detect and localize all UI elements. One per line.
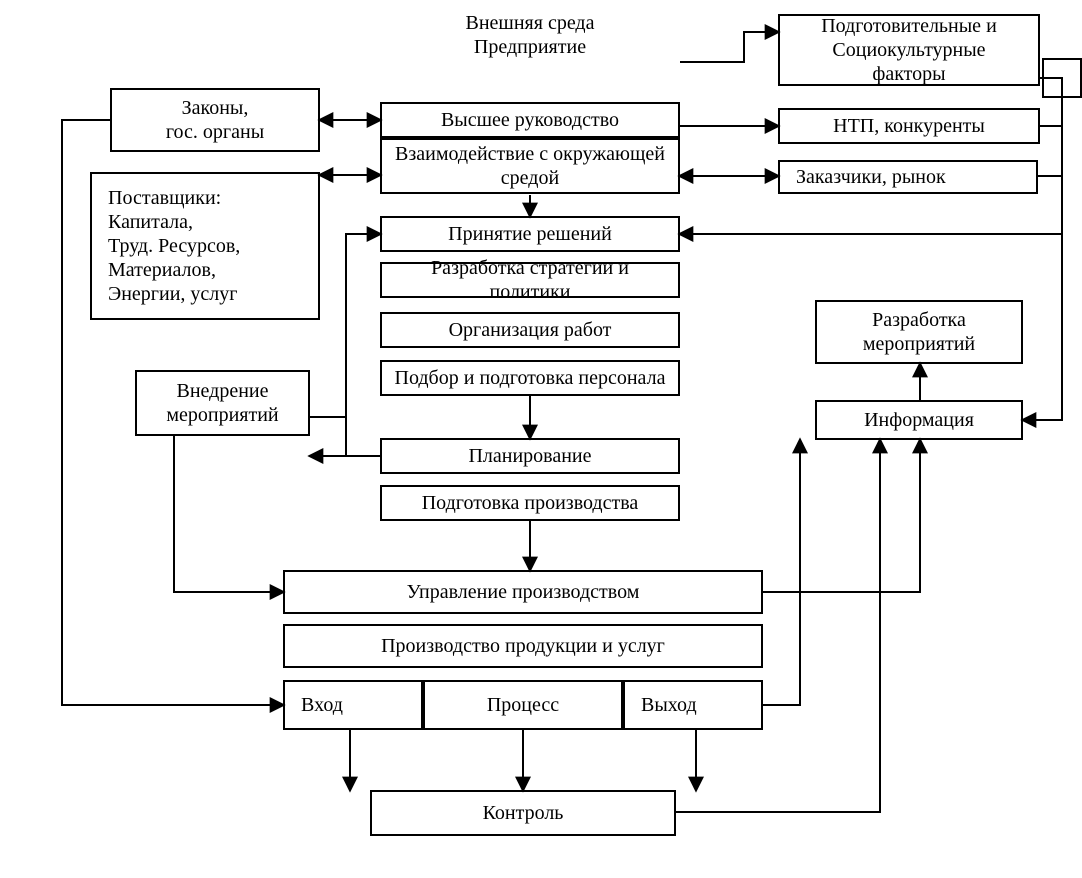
node-org-work: Организация работ [380, 312, 680, 348]
node-strategy: Разработка стратегии и политики [380, 262, 680, 298]
node-laws: Законы,гос. органы [110, 88, 320, 152]
title-external: Внешняя среда [380, 12, 680, 35]
node-prep-prod: Подготовка производства [380, 485, 680, 521]
node-implementation: Внедрениемероприятий [135, 370, 310, 436]
node-decisions: Принятие решений [380, 216, 680, 252]
node-process: Процесс [423, 680, 623, 730]
node-input: Вход [283, 680, 423, 730]
title-enterprise: Предприятие [380, 36, 680, 59]
node-information: Информация [815, 400, 1023, 440]
node-measures-dev: Разработкамероприятий [815, 300, 1023, 364]
node-prod-output: Производство продукции и услуг [283, 624, 763, 668]
node-suppliers: Поставщики:Капитала,Труд. Ресурсов,Матер… [90, 172, 320, 320]
node-customers: Заказчики, рынок [778, 160, 1038, 194]
node-prod-mgmt: Управление производством [283, 570, 763, 614]
node-ntp: НТП, конкуренты [778, 108, 1040, 144]
diagram-canvas: Внешняя среда Предприятие Законы,гос. ор… [0, 0, 1082, 878]
node-env-interaction: Взаимодействие с окружающейсредой [380, 138, 680, 194]
node-top-mgmt: Высшее руководство [380, 102, 680, 138]
node-socio-factors: Подготовительные иСоциокультурныефакторы [778, 14, 1040, 86]
node-output: Выход [623, 680, 763, 730]
node-socio-factors-aux [1042, 58, 1082, 98]
node-control: Контроль [370, 790, 676, 836]
node-planning: Планирование [380, 438, 680, 474]
node-staff: Подбор и подготовка персонала [380, 360, 680, 396]
